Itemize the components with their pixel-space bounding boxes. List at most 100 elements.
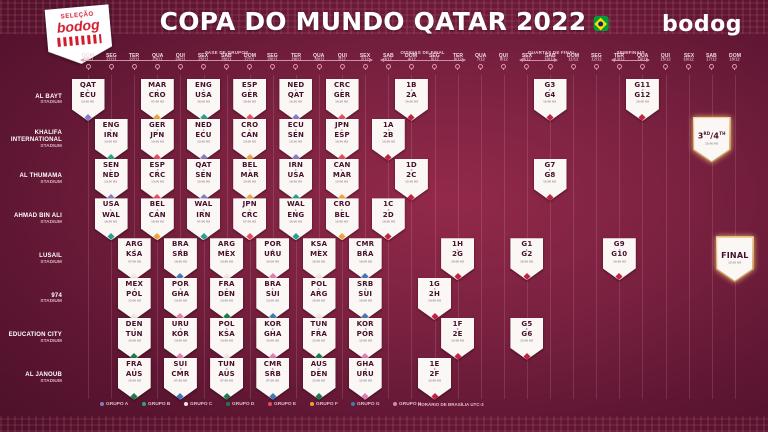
- day-label: DOM: [82, 53, 94, 59]
- match-card[interactable]: BEL x MAR 10:00 HS: [233, 158, 267, 201]
- match-card[interactable]: IRN x USA 16:00 HS: [279, 158, 313, 201]
- match-card[interactable]: DEN x TUN 10:00 HS: [117, 317, 151, 360]
- knockout-card[interactable]: G9 x G10 16:00 HS: [602, 238, 636, 281]
- match-card[interactable]: POR x URU 16:00 HS: [256, 238, 290, 281]
- pin-icon: [85, 64, 91, 70]
- match-card[interactable]: CRC x GER 16:00 HS: [325, 79, 359, 122]
- date-column: SEX 16/12: [677, 53, 701, 70]
- kickoff-time: 12:00 HS: [358, 339, 372, 343]
- match-card[interactable]: WAL x ENG 16:00 HS: [279, 198, 313, 241]
- match-card[interactable]: AUS x DEN 12:00 HS: [302, 357, 336, 400]
- match-card[interactable]: WAL x IRN 07:00 HS: [187, 198, 220, 241]
- date-label: 24/11: [175, 57, 186, 63]
- match-card[interactable]: CRO x CAN 13:00 HS: [233, 118, 267, 161]
- match-card[interactable]: ESP x GER 16:00 HS: [233, 79, 267, 122]
- match-card[interactable]: NED x QAT 12:00 HS: [279, 79, 313, 122]
- vs-separator: x: [110, 128, 113, 133]
- match-card[interactable]: SEN x NED 13:00 HS: [94, 158, 128, 201]
- match-card[interactable]: ENG x IRN 10:00 HS: [94, 118, 128, 161]
- match-card[interactable]: ESP x CRC 13:00 HS: [140, 158, 174, 201]
- pin-icon: [316, 64, 322, 70]
- bodog-logo[interactable]: bodog: [662, 12, 742, 37]
- special-label: 3RD/4TH: [697, 131, 726, 141]
- match-card[interactable]: POR x GHA 13:00 HS: [163, 278, 197, 321]
- match-card[interactable]: CRO x BEL 12:00 HS: [325, 198, 359, 241]
- match-card[interactable]: FRA x DEN 13:00 HS: [210, 278, 244, 321]
- match-card[interactable]: POL x ARG 16:00 HS: [302, 278, 336, 321]
- away-team: 2B: [382, 130, 394, 139]
- match-card[interactable]: KOR x POR 12:00 HS: [348, 317, 382, 360]
- vs-separator: x: [156, 208, 159, 212]
- match-card[interactable]: MEX x POL 13:00 HS: [117, 278, 151, 321]
- vs-separator: x: [341, 168, 344, 172]
- home-team: 1E: [429, 359, 440, 368]
- match-card[interactable]: CMR x SRB 07:00 HS: [256, 357, 290, 400]
- column-line: [642, 75, 644, 399]
- knockout-card[interactable]: G1 x G2 16:00 HS: [510, 238, 544, 281]
- vs-separator: x: [133, 287, 136, 292]
- match-card[interactable]: SRB x SUI 16:00 HS: [348, 278, 382, 321]
- knockout-card[interactable]: 1C x 2D 16:00 HS: [371, 198, 405, 241]
- kickoff-time: 12:00 HS: [358, 379, 372, 383]
- match-card[interactable]: KSA x MEX 16:00 HS: [302, 238, 336, 281]
- away-team: ESP: [334, 130, 350, 139]
- vs-separator: x: [179, 247, 182, 252]
- match-card[interactable]: MAR x CRO 07:00 HS: [140, 79, 174, 122]
- vs-separator: x: [202, 208, 205, 212]
- match-card[interactable]: GHA x URU 12:00 HS: [348, 357, 382, 400]
- home-team: POL: [218, 319, 235, 328]
- match-card[interactable]: ARG x MEX 16:00 HS: [210, 238, 244, 281]
- match-card[interactable]: POL x KSA 10:00 HS: [210, 317, 244, 360]
- away-team: POR: [356, 329, 374, 338]
- match-card[interactable]: QAT x ECU 13:00 HS: [71, 79, 105, 122]
- match-card[interactable]: BRA x SRB 16:00 HS: [163, 238, 197, 281]
- day-label: SEX: [198, 53, 209, 59]
- match-card[interactable]: NED x ECU 13:00 HS: [187, 118, 220, 161]
- knockout-card[interactable]: 1A x 2B 12:00 HS: [371, 118, 405, 161]
- match-card[interactable]: ARG x KSA 07:00 HS: [117, 238, 151, 281]
- final-card[interactable]: FINAL 12:00 HS: [715, 236, 754, 283]
- match-card[interactable]: SUI x CMR 07:00 HS: [163, 357, 197, 400]
- match-card[interactable]: USA x WAL 16:00 HS: [94, 198, 128, 241]
- kickoff-time: 10:00 HS: [150, 140, 164, 144]
- match-card[interactable]: BEL x CAN 16:00 HS: [140, 198, 174, 241]
- knockout-card[interactable]: 1E x 2F 12:00 HS: [418, 357, 451, 400]
- away-team: KOR: [171, 329, 189, 338]
- group-label: GRUPO C: [189, 401, 213, 407]
- match-card[interactable]: TUN x FRA 12:00 HS: [302, 317, 336, 360]
- date-label: 1/12: [338, 57, 347, 63]
- kickoff-time: 10:00 HS: [243, 180, 257, 184]
- away-team: BEL: [334, 210, 350, 219]
- group-label: GRUPO A: [106, 401, 129, 407]
- match-card[interactable]: CAN x MAR 12:00 HS: [325, 158, 359, 201]
- knockout-card[interactable]: 1B x 2A 16:00 HS: [394, 79, 428, 122]
- knockout-card[interactable]: G7 x G8 12:00 HS: [533, 158, 567, 201]
- knockout-card[interactable]: 1F x 2E 12:00 HS: [441, 317, 475, 360]
- vs-separator: x: [179, 367, 182, 371]
- knockout-card[interactable]: 1H x 2G 16:00 HS: [441, 238, 475, 281]
- match-card[interactable]: ENG x USA 16:00 HS: [187, 79, 220, 122]
- home-team: SRB: [357, 280, 374, 288]
- match-card[interactable]: CMR x BRA 16:00 HS: [348, 238, 382, 281]
- match-card[interactable]: TUN x AUS 07:00 HS: [210, 357, 244, 400]
- match-card[interactable]: BRA x SUI 13:00 HS: [256, 278, 290, 321]
- knockout-card[interactable]: 1D x 2C 12:00 HS: [394, 158, 428, 201]
- date-column: SAB 17/12: [700, 53, 724, 70]
- knockout-card[interactable]: G11 x G12 16:00 HS: [625, 79, 659, 122]
- match-card[interactable]: ECU x SEN 12:00 HS: [279, 118, 313, 161]
- match-card[interactable]: FRA x AUS 16:00 HS: [117, 357, 151, 400]
- match-card[interactable]: URU x KOR 10:00 HS: [163, 317, 197, 360]
- match-card[interactable]: QAT x SEN 10:00 HS: [187, 158, 220, 201]
- knockout-card[interactable]: G3 x G4 16:00 HS: [533, 79, 567, 122]
- away-team: IRN: [196, 210, 211, 219]
- date-label: 4/12: [407, 57, 416, 63]
- match-card[interactable]: JPN x CRC 07:00 HS: [233, 198, 267, 241]
- match-card[interactable]: GER x JPN 10:00 HS: [140, 118, 174, 161]
- knockout-card[interactable]: G5 x G6 12:00 HS: [510, 317, 544, 360]
- legend-item-group-f: GRUPO F: [309, 401, 343, 407]
- away-team: MEX: [217, 250, 236, 259]
- match-card[interactable]: JPN x ESP 16:00 HS: [325, 118, 359, 161]
- knockout-card[interactable]: 1G x 2H 16:00 HS: [418, 278, 451, 321]
- third-place-card[interactable]: 3RD/4TH 12:00 HS: [692, 116, 731, 163]
- match-card[interactable]: KOR x GHA 10:00 HS: [256, 317, 290, 360]
